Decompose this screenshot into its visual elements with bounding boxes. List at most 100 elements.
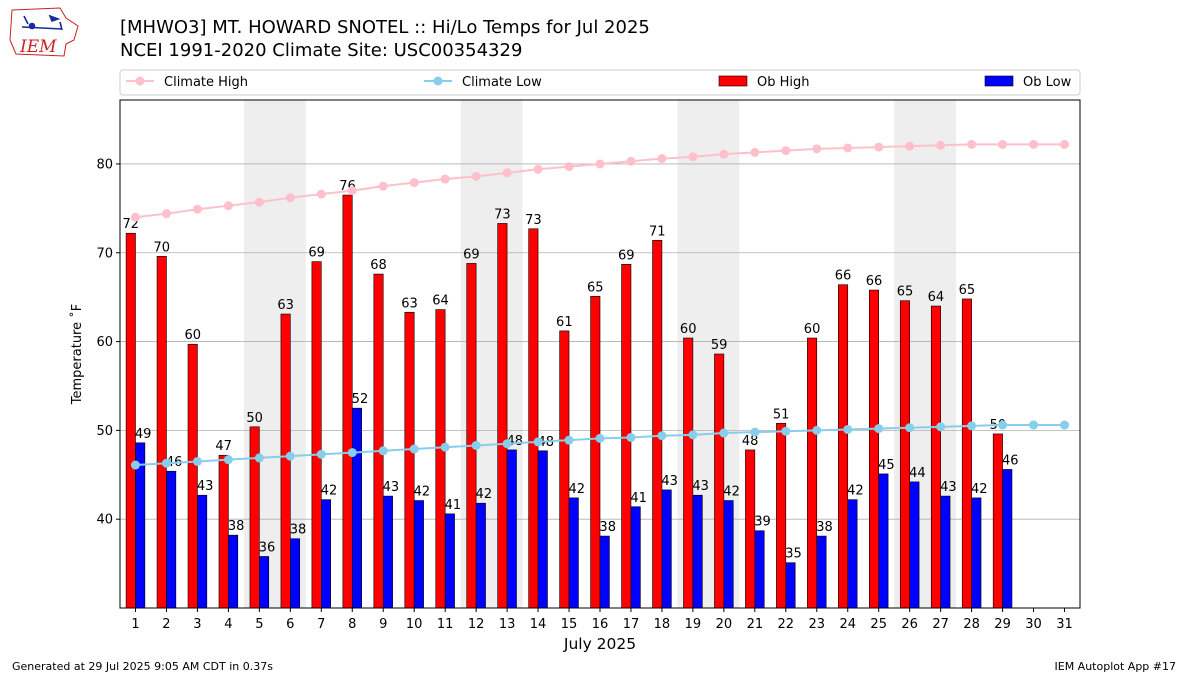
x-tick-label: 4 — [224, 617, 232, 632]
ob-high-bar — [838, 284, 849, 609]
ob-low-label: 43 — [940, 480, 957, 495]
x-tick-label: 2 — [162, 617, 170, 632]
ob-high-bar — [435, 309, 446, 609]
x-tick-label: 3 — [193, 617, 201, 632]
climate-low-point — [316, 449, 326, 459]
ob-high-label: 66 — [866, 274, 883, 289]
x-tick-label: 29 — [994, 617, 1011, 632]
ob-high-label: 64 — [432, 294, 449, 309]
climate-high-point — [254, 197, 264, 207]
x-tick-label: 16 — [592, 617, 609, 632]
climate-low-point — [688, 430, 698, 440]
ob-low-label: 42 — [847, 484, 864, 499]
ob-low-label: 42 — [476, 487, 493, 502]
ob-high-label: 65 — [959, 283, 976, 298]
ob-low-bar — [878, 473, 889, 609]
ob-high-bar — [807, 337, 818, 609]
x-tick-label: 11 — [437, 617, 454, 632]
ob-low-bar — [599, 535, 610, 609]
ob-high-label: 61 — [556, 315, 573, 330]
ob-high-label: 63 — [277, 298, 294, 313]
ob-low-label: 38 — [816, 520, 833, 535]
ob-low-label: 43 — [383, 480, 400, 495]
climate-high-point — [688, 152, 698, 162]
ob-low-label: 42 — [723, 485, 740, 500]
ob-high-label: 51 — [773, 407, 790, 422]
climate-low-point — [161, 458, 171, 468]
ob-low-label: 42 — [321, 484, 338, 499]
climate-high-point — [967, 139, 977, 149]
ob-high-label: 66 — [835, 269, 852, 284]
ob-high-label: 59 — [711, 338, 728, 353]
x-tick-label: 25 — [870, 617, 887, 632]
climate-high-point — [130, 212, 140, 222]
climate-low-legend-marker-icon — [433, 76, 443, 86]
climate-low-point — [564, 435, 574, 445]
climate-low-point — [409, 444, 419, 454]
y-axis-label: Temperature ˚F — [69, 304, 85, 405]
climate-high-point — [347, 186, 357, 196]
ob-low-bar — [816, 535, 827, 609]
climate-low-point — [657, 431, 667, 441]
ob-low-bar — [351, 407, 362, 609]
climate-low-point — [719, 428, 729, 438]
y-tick-label: 60 — [96, 335, 113, 350]
ob-low-label: 46 — [1002, 453, 1019, 468]
climate-low-point — [192, 456, 202, 466]
climate-low-point — [502, 439, 512, 449]
climate-high-point — [812, 144, 822, 154]
ob-high-label: 69 — [308, 246, 325, 261]
ob-low-bar — [320, 499, 331, 609]
x-tick-label: 1 — [131, 617, 139, 632]
ob-high-label: 60 — [804, 322, 821, 337]
ob-low-bar — [661, 489, 672, 609]
ob-low-bar — [290, 538, 301, 609]
climate-high-point — [564, 162, 574, 172]
climate-low-point — [874, 424, 884, 434]
x-tick-label: 14 — [530, 617, 547, 632]
x-tick-label: 24 — [839, 617, 856, 632]
ob-low-label: 41 — [630, 491, 647, 506]
x-tick-label: 17 — [623, 617, 640, 632]
climate-high-point — [626, 156, 636, 166]
chart-subtitle: NCEI 1991-2020 Climate Site: USC00354329 — [120, 40, 523, 61]
plot-area: 7249704660434738503663386942765268436342… — [69, 69, 1081, 653]
ob-high-bar — [652, 240, 663, 609]
ob-high-bar — [311, 261, 322, 609]
ob-high-label: 60 — [680, 322, 697, 337]
ob-low-bar — [754, 530, 765, 609]
climate-high-point — [843, 143, 853, 153]
ob-low-label: 41 — [445, 498, 462, 513]
y-tick-label: 70 — [96, 246, 113, 261]
climate-high-point — [1060, 139, 1070, 149]
ob-low-bar — [909, 481, 920, 609]
climate-low-point — [998, 420, 1008, 430]
ob-low-bar — [259, 556, 270, 609]
y-tick-label: 50 — [96, 424, 113, 439]
climate-high-point — [533, 164, 543, 174]
climate-high-point — [223, 201, 233, 211]
ob-high-bar — [899, 300, 910, 609]
x-axis-label: July 2025 — [563, 635, 636, 653]
ob-low-label: 42 — [568, 482, 585, 497]
ob-high-label: 64 — [928, 290, 945, 305]
climate-low-point — [533, 437, 543, 447]
ob-high-bar — [373, 273, 384, 609]
x-tick-label: 9 — [379, 617, 387, 632]
iowa-outline-icon — [9, 7, 79, 57]
ob-low-bar — [785, 562, 796, 609]
climate-high-point — [936, 140, 946, 150]
climate-low-point — [378, 446, 388, 456]
ob-low-label: 38 — [290, 523, 307, 538]
logo-text: IEM — [19, 37, 57, 57]
ob-high-bar — [187, 343, 198, 609]
y-tick-label: 80 — [96, 157, 113, 172]
ob-low-bar — [537, 450, 548, 609]
climate-high-point — [874, 142, 884, 152]
ob-low-bar — [568, 497, 579, 609]
ob-low-bar — [847, 499, 858, 609]
climate-low-point — [254, 453, 264, 463]
ob-low-label: 38 — [599, 520, 616, 535]
x-tick-label: 23 — [809, 617, 826, 632]
